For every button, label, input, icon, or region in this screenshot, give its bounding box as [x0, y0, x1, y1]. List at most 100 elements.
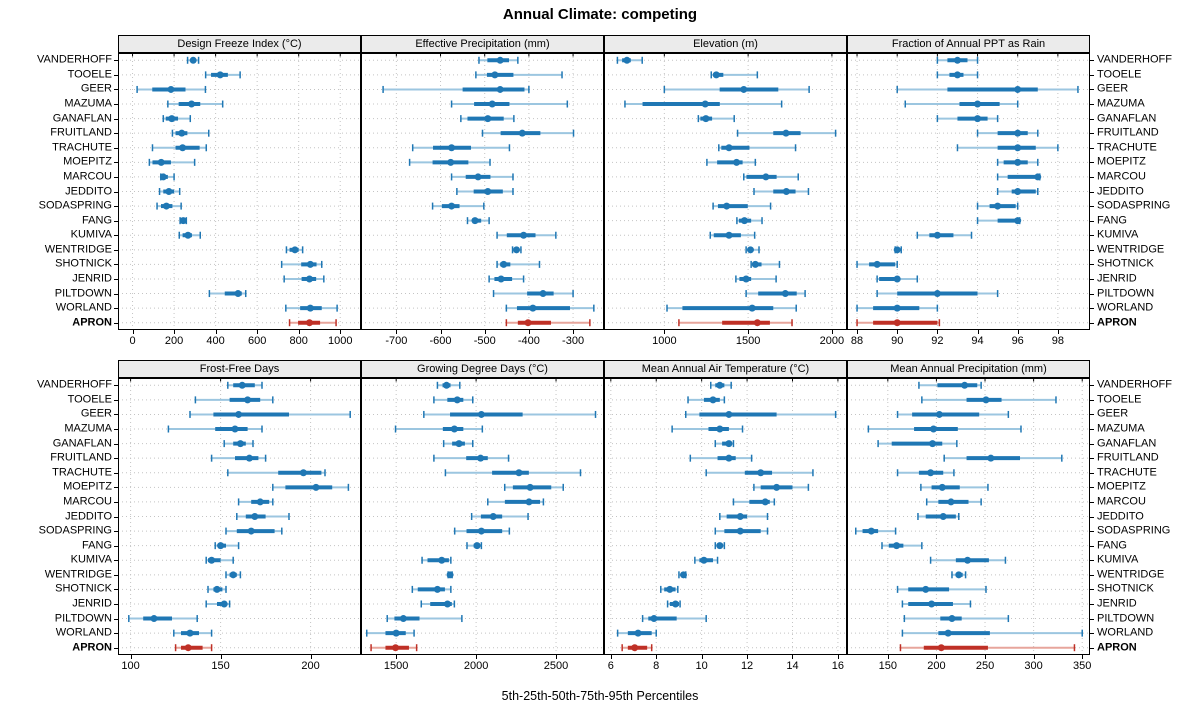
median-dot	[964, 556, 972, 564]
site-series-worland	[666, 304, 797, 312]
axis-tick	[310, 655, 312, 659]
axis-tick-label: -500	[473, 335, 496, 347]
site-series-marcou	[487, 498, 545, 506]
site-series-wentridge	[511, 246, 522, 254]
site-series-kumiva	[916, 231, 973, 239]
axis-tick	[610, 655, 612, 659]
median-dot	[939, 513, 947, 520]
site-series-geer	[896, 410, 1010, 418]
right-axis-tick	[1090, 545, 1094, 547]
axis-tick-label: 90	[891, 335, 904, 347]
median-dot	[529, 304, 537, 312]
axis-tick	[1057, 330, 1059, 334]
site-label-left: JEDDITO	[65, 185, 112, 197]
site-series-wentridge	[285, 246, 304, 254]
left-axis-tick	[114, 618, 118, 620]
site-label-right: TOOELE	[1097, 393, 1142, 406]
site-series-apron	[856, 319, 941, 327]
median-dot	[725, 410, 733, 418]
site-series-tooele	[433, 396, 474, 404]
median-dot	[928, 600, 936, 608]
site-label-left: TRACHUTE	[52, 141, 112, 154]
site-series-fruitland	[689, 454, 753, 462]
panel-strip: Mean Annual Air Temperature (°C)	[604, 360, 847, 378]
site-label-left: PILTDOWN	[54, 287, 112, 300]
site-series-fang	[466, 217, 490, 225]
site-series-ganaflan	[877, 440, 958, 448]
median-dot	[746, 246, 754, 254]
site-series-tooele	[475, 71, 563, 79]
site-series-mazuma	[904, 100, 1019, 108]
site-label-left: FRUITLAND	[50, 451, 112, 464]
left-axis-tick	[114, 176, 118, 178]
panel-strip-title: Growing Degree Days (°C)	[417, 363, 548, 375]
page-title: Annual Climate: competing	[502, 6, 698, 23]
site-series-mazuma	[624, 100, 783, 108]
site-label-left: KUMIVA	[70, 553, 112, 566]
site-series-jenrid	[666, 600, 681, 608]
site-label-left: FRUITLAND	[50, 126, 112, 139]
site-series-sodaspring	[225, 527, 283, 535]
median-dot	[650, 615, 658, 623]
right-axis-tick	[1090, 147, 1094, 149]
median-dot	[513, 246, 521, 254]
site-series-sodaspring	[431, 202, 485, 210]
median-dot	[725, 440, 733, 448]
median-dot	[245, 454, 253, 462]
site-series-vanderhoff	[478, 56, 519, 64]
median-dot	[933, 231, 941, 239]
site-series-fang	[179, 217, 188, 225]
site-series-marcou	[732, 498, 776, 506]
site-series-mazuma	[867, 425, 1022, 433]
site-label-right: MARCOU	[1097, 495, 1146, 508]
right-axis-tick	[1090, 647, 1094, 649]
median-dot	[716, 425, 724, 433]
site-series-shotnick	[207, 585, 227, 593]
right-axis-tick	[1090, 176, 1094, 178]
site-label-left: WORLAND	[55, 301, 112, 314]
site-label-left: JENRID	[72, 597, 112, 610]
median-dot	[953, 56, 961, 64]
axis-tick	[985, 655, 987, 659]
median-dot	[447, 158, 455, 166]
axis-tick-label: 1500	[383, 660, 409, 672]
left-axis-tick	[114, 104, 118, 106]
site-series-shotnick	[411, 585, 452, 593]
panel-plot	[847, 378, 1090, 655]
site-label-right: KUMIVA	[1097, 228, 1139, 241]
axis-tick	[396, 330, 398, 334]
median-dot	[179, 144, 187, 152]
median-dot	[525, 498, 533, 506]
site-label-right: APRON	[1097, 316, 1137, 329]
axis-tick	[556, 655, 558, 659]
site-series-ganaflan	[714, 440, 735, 448]
median-dot	[184, 231, 192, 239]
left-axis-tick	[114, 235, 118, 237]
site-label-left: SHOTNICK	[55, 257, 112, 270]
median-dot	[748, 304, 756, 312]
left-axis-tick	[114, 501, 118, 503]
median-dot	[251, 513, 259, 520]
site-label-right: WENTRIDGE	[1097, 568, 1165, 581]
axis-tick-label: 800	[289, 335, 308, 347]
site-series-tooele	[204, 71, 241, 79]
site-series-jenrid	[420, 600, 456, 608]
axis-tick	[440, 330, 442, 334]
site-series-vanderhoff	[186, 56, 200, 64]
site-label-right: JEDDITO	[1097, 185, 1144, 197]
median-dot	[433, 585, 441, 593]
panel-border	[847, 53, 1090, 330]
site-series-jeddito	[719, 513, 769, 520]
right-axis-tick	[1090, 458, 1094, 460]
axis-tick-label: 96	[1011, 335, 1024, 347]
panel-border	[604, 53, 847, 330]
site-label-right: WORLAND	[1097, 626, 1154, 639]
median-dot	[974, 115, 982, 123]
site-series-piltdown	[386, 615, 463, 623]
left-axis-tick	[114, 545, 118, 547]
axis-tick	[887, 655, 889, 659]
median-dot	[217, 542, 225, 550]
site-series-marcou	[996, 173, 1042, 181]
site-series-wentridge	[446, 571, 454, 579]
site-label-left: GANAFLAN	[52, 112, 112, 125]
